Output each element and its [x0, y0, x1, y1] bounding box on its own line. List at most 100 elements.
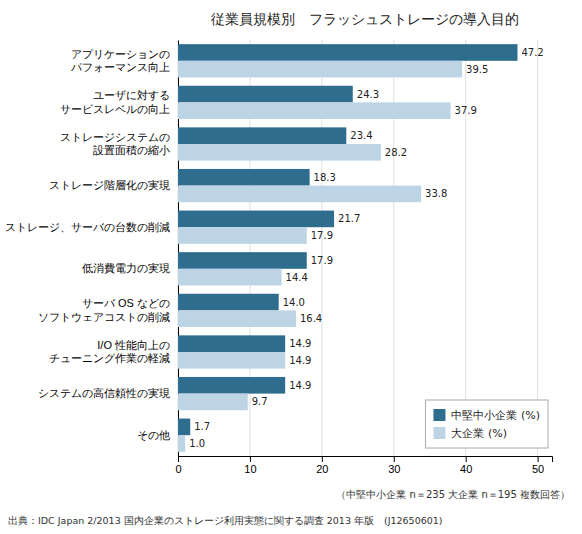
- tick-label-line: ユーザに対する: [93, 89, 170, 102]
- bar: [178, 352, 285, 369]
- tick-label-line: ストレージシステムの: [60, 131, 170, 143]
- tick-mark: [250, 456, 251, 462]
- y-axis: アプリケーションのパフォーマンス向上ユーザに対するサービスレベルの向上ストレージ…: [5, 41, 179, 457]
- tick-label: 10: [244, 463, 256, 475]
- data-label: 37.9: [455, 105, 477, 116]
- data-label: 39.5: [466, 64, 488, 75]
- legend-label: 中堅中小企業 (%): [451, 409, 540, 422]
- grid: [178, 40, 538, 456]
- tick: アプリケーションのパフォーマンス向上: [70, 48, 170, 73]
- tick: 低消費電力の実現: [82, 262, 170, 274]
- tick-label-line: I/O 性能向上の: [97, 339, 170, 351]
- tick-mark: [322, 456, 323, 462]
- tick-mark: [538, 456, 539, 462]
- tick: サーバ OS などのソフトウェアコストの削減: [38, 297, 170, 322]
- legend-label: 大企業 (%): [451, 427, 507, 440]
- bar: [178, 227, 307, 244]
- data-label: 47.2: [521, 47, 543, 58]
- data-label: 33.8: [425, 188, 447, 199]
- tick-label-line: システムの高信頼性の実現: [38, 387, 170, 399]
- data-label: 14.0: [283, 297, 305, 308]
- data-label: 24.3: [357, 89, 379, 100]
- tick-label-line: ストレージ、サーバの台数の削減: [5, 221, 170, 233]
- tick-label: システムの高信頼性の実現: [38, 387, 170, 399]
- tick-label: ストレージシステムの設置面積の縮小: [60, 131, 170, 156]
- data-label: 21.7: [338, 213, 360, 224]
- tick-label: 40: [460, 463, 472, 475]
- tick-label-line: チューニング作業の軽減: [49, 352, 170, 364]
- bar: [178, 294, 279, 311]
- data-label: 1.0: [189, 438, 205, 449]
- bar: [178, 86, 353, 103]
- annotation: 出典：IDC Japan 2/2013 国内企業のストレージ利用実態に関する調査…: [8, 515, 443, 526]
- bar: [178, 127, 346, 144]
- data-label: 14.4: [286, 272, 308, 283]
- tick-label-line: サーバ OS などの: [82, 297, 170, 309]
- bar: [178, 169, 310, 186]
- axis-line: [179, 457, 553, 463]
- data-label: 23.4: [350, 130, 372, 141]
- bar: [178, 102, 451, 119]
- data-label: 16.4: [300, 313, 322, 324]
- tick-label-line: その他: [137, 429, 170, 441]
- tick: 10: [244, 456, 256, 475]
- tick: ストレージシステムの設置面積の縮小: [60, 131, 170, 156]
- tick-label: I/O 性能向上のチューニング作業の軽減: [49, 339, 170, 364]
- data-label: 17.9: [311, 255, 333, 266]
- bar: [178, 419, 190, 436]
- legend-swatch: [433, 427, 445, 439]
- bar: [178, 269, 282, 286]
- annotation: （中堅中小企業 n＝235 大企業 n＝195 複数回答）: [336, 489, 570, 500]
- legend: 中堅中小企業 (%) 大企業 (%): [425, 400, 548, 448]
- tick-label-line: ストレージ階層化の実現: [49, 179, 170, 191]
- bar: [178, 61, 462, 78]
- tick: ユーザに対するサービスレベルの向上: [60, 89, 170, 114]
- x-axis: 0 10 20 30 40 50: [175, 456, 552, 475]
- data-labels: 47.224.323.418.321.717.914.014.914.91.73…: [189, 47, 544, 449]
- tick-label: ストレージ階層化の実現: [49, 179, 170, 191]
- tick-label: 50: [532, 463, 544, 475]
- bars: [178, 44, 517, 452]
- data-label: 18.3: [314, 172, 336, 183]
- data-label: 14.9: [289, 380, 311, 391]
- tick-label-line: アプリケーションの: [71, 48, 170, 60]
- tick: 50: [532, 456, 544, 475]
- tick: ストレージ階層化の実現: [49, 179, 170, 191]
- tick-label-line: ソフトウェアコストの削減: [38, 311, 170, 323]
- tick-label: 30: [388, 463, 400, 475]
- data-label: 28.2: [385, 147, 407, 158]
- data-label: 14.9: [289, 338, 311, 349]
- data-label: 14.9: [289, 355, 311, 366]
- tick: 30: [388, 456, 400, 475]
- data-label: 17.9: [311, 230, 333, 241]
- bar: [178, 335, 285, 352]
- tick-label: サーバ OS などのソフトウェアコストの削減: [38, 297, 170, 322]
- bar: [178, 435, 185, 452]
- tick-label: 低消費電力の実現: [82, 262, 170, 274]
- tick-label-line: サービスレベルの向上: [60, 103, 170, 115]
- tick: 20: [316, 456, 328, 475]
- tick-label: その他: [137, 429, 170, 441]
- tick-label-line: パフォーマンス向上: [70, 61, 170, 73]
- tick-label: ユーザに対するサービスレベルの向上: [60, 89, 170, 114]
- tick-label-line: 低消費電力の実現: [82, 262, 170, 274]
- tick: システムの高信頼性の実現: [38, 387, 170, 399]
- tick: 40: [460, 456, 472, 475]
- tick-label: アプリケーションのパフォーマンス向上: [70, 48, 170, 73]
- bar: [178, 310, 296, 327]
- title: 従業員規模別 フラッシュストレージの導入目的: [211, 11, 519, 27]
- tick-label-line: 設置面積の縮小: [93, 144, 170, 156]
- bar: [178, 394, 248, 411]
- tick: その他: [137, 429, 170, 441]
- bar: [178, 186, 421, 203]
- tick-mark: [178, 456, 179, 462]
- grid-line: [537, 40, 538, 456]
- tick-label: 20: [316, 463, 328, 475]
- chart: 従業員規模別 フラッシュストレージの導入目的 0 10 20 30 40 50 アプリケーショ…: [0, 0, 582, 534]
- tick-label: ストレージ、サーバの台数の削減: [5, 221, 170, 233]
- bar: [178, 44, 517, 61]
- tick: I/O 性能向上のチューニング作業の軽減: [49, 339, 170, 364]
- bar: [178, 211, 334, 228]
- tick-mark: [466, 456, 467, 462]
- tick: 0: [175, 456, 181, 475]
